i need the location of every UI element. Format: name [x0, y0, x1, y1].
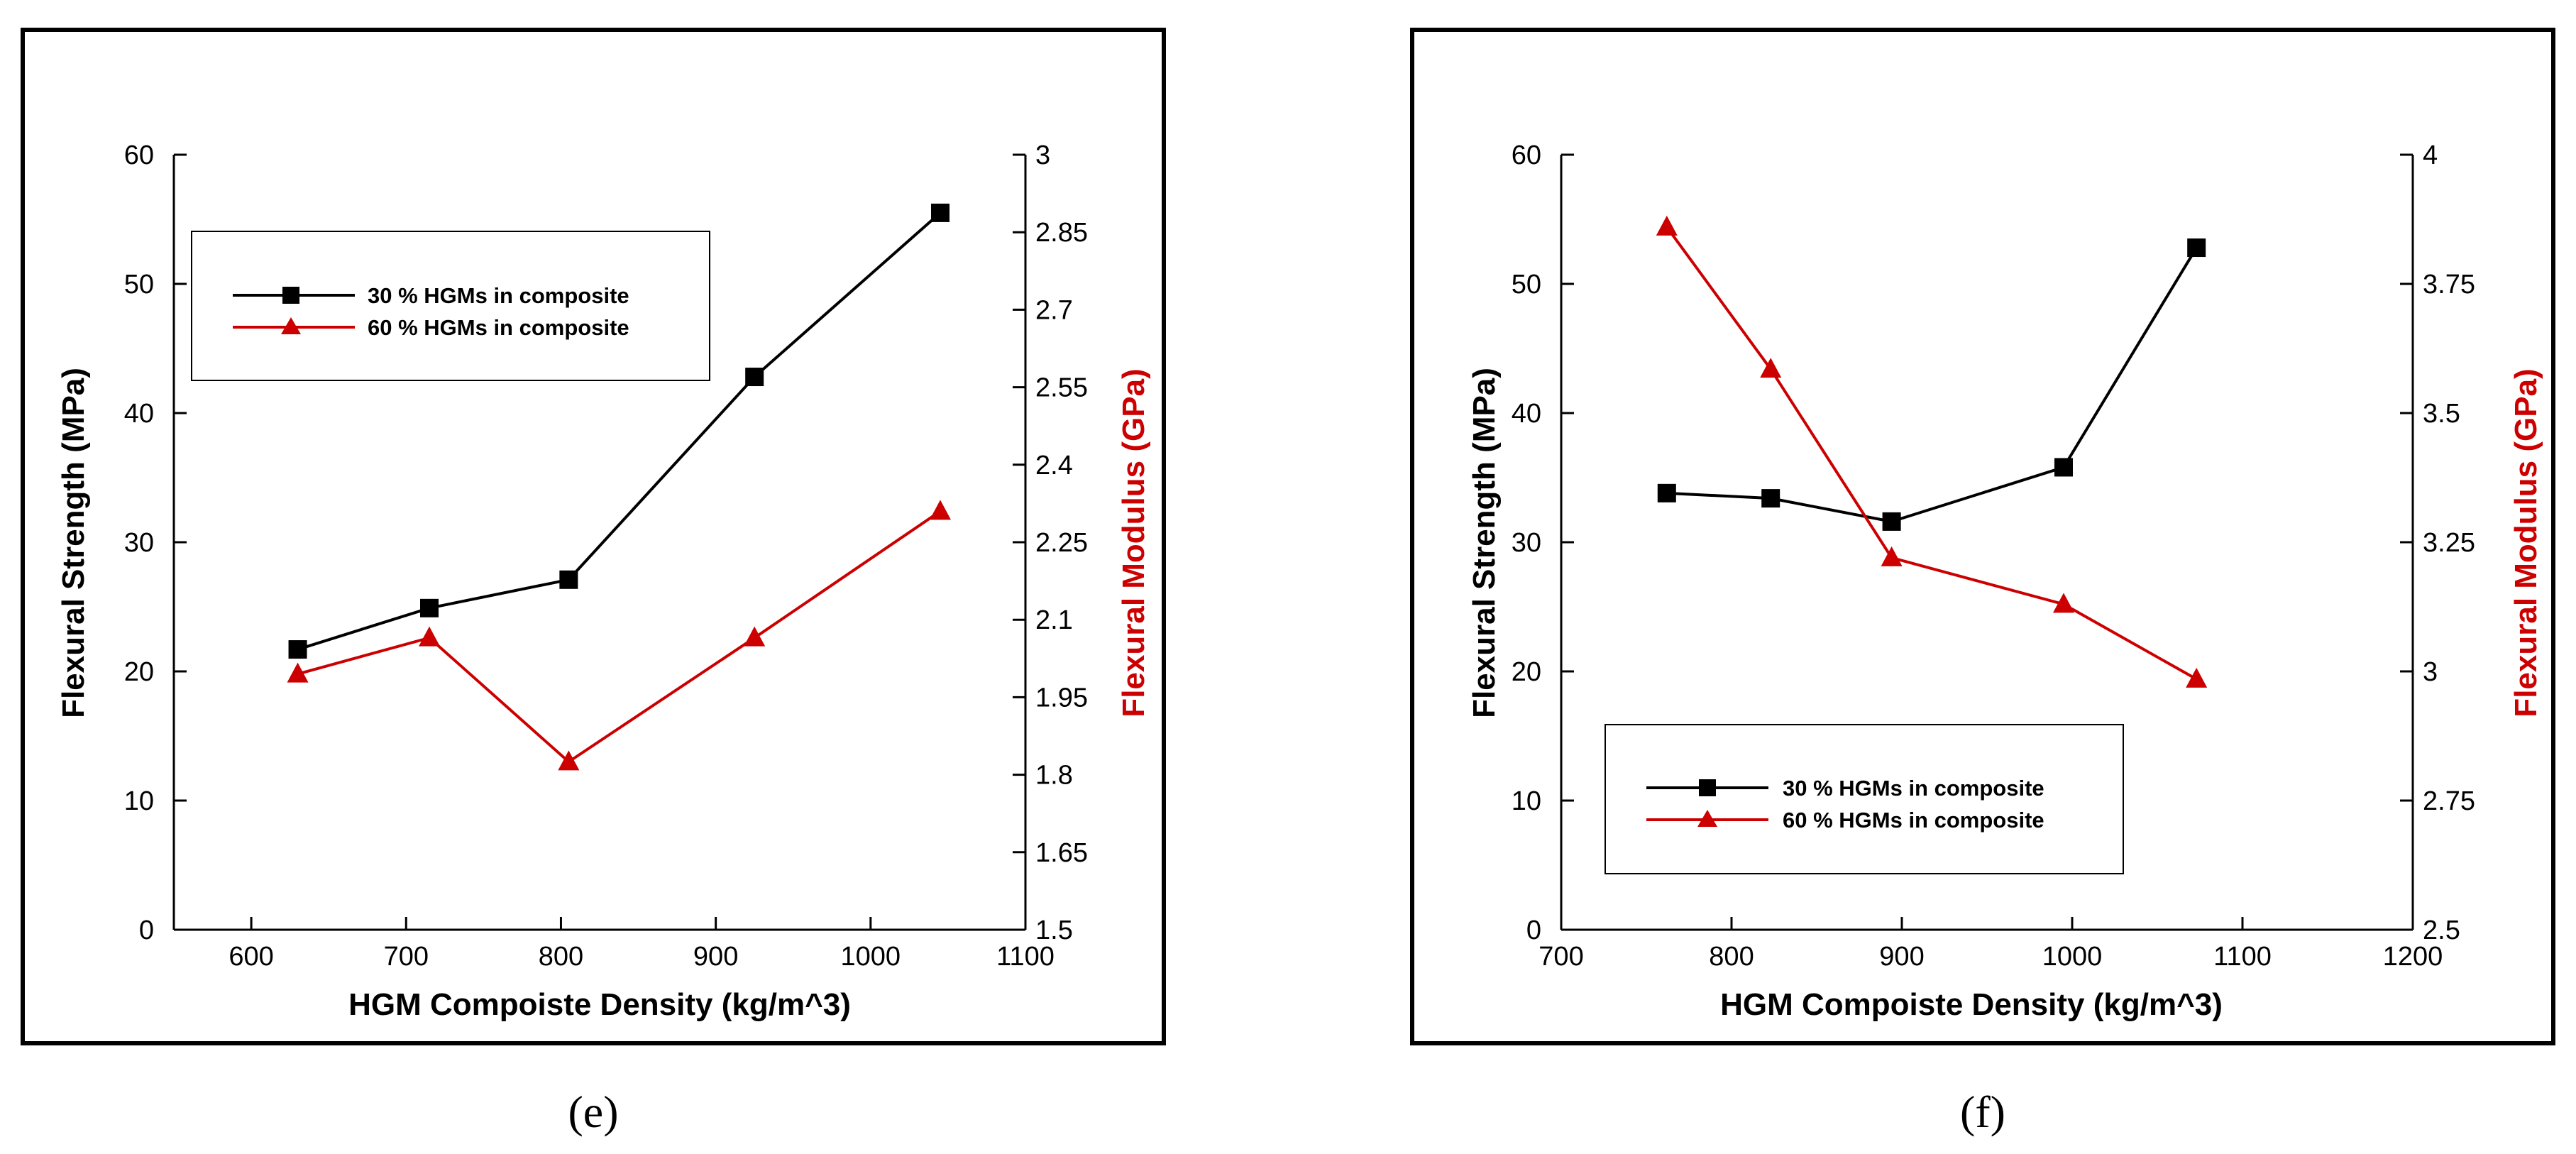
y2-tick-label: 1.5: [1035, 916, 1073, 945]
data-point-triangle: [2186, 667, 2208, 688]
data-point-square: [2054, 458, 2073, 477]
x-axis-title: HGM Compoiste Density (kg/m^3): [348, 987, 851, 1022]
y-tick-label: 20: [124, 657, 154, 687]
y2-axis-title: Flexural Modulus (GPa): [1116, 368, 1151, 717]
data-point-triangle: [744, 626, 766, 647]
panel-frame: [21, 28, 1166, 1045]
y2-tick-label: 1.95: [1035, 683, 1088, 713]
y2-tick-label: 1.65: [1035, 838, 1088, 868]
data-point-square: [559, 570, 578, 589]
legend-label-60pct: 60 % HGMs in composite: [368, 315, 629, 340]
x-tick-label: 900: [1879, 942, 1924, 972]
y-tick-label: 20: [1512, 657, 1541, 687]
legend-entry-60pct: 60 % HGMs in composite: [233, 315, 629, 340]
y2-tick-label: 1.8: [1035, 761, 1073, 791]
y-tick-label: 30: [124, 528, 154, 558]
y-tick-label: 10: [124, 786, 154, 816]
legend-label-60pct: 60 % HGMs in composite: [1783, 808, 2044, 832]
chart-panel-e: 600 700 800 900 1000 1100 0 10 20 30 40 50 60 1.5 1.65…: [21, 28, 1166, 1137]
x-tick-label: 1000: [841, 942, 901, 972]
legend-entry-60pct: 60 % HGMs in composite: [1646, 808, 2044, 832]
y-axis-title: Flexural Strength (MPa): [56, 368, 91, 718]
y2-tick-label: 2.85: [1035, 218, 1088, 248]
data-point-triangle: [287, 662, 309, 683]
y2-tick-label: 2.75: [2423, 786, 2475, 816]
data-point-triangle: [419, 626, 440, 647]
y-tick-label: 0: [139, 916, 154, 945]
y2-tick-label: 4: [2423, 141, 2438, 170]
y-tick-label: 60: [124, 141, 154, 170]
y2-tick-label: 2.1: [1035, 605, 1073, 635]
data-point-triangle: [558, 750, 580, 771]
y2-tick-label: 2.5: [2423, 916, 2460, 945]
legend-entry-30pct: 30 % HGMs in composite: [1646, 776, 2044, 801]
data-point-square: [931, 203, 950, 222]
y-tick-label: 40: [124, 399, 154, 429]
x-tick-label: 700: [384, 942, 429, 972]
data-point-triangle: [930, 500, 951, 520]
y2-tick-label: 3: [2423, 657, 2438, 687]
y-tick-label: 30: [1512, 528, 1541, 558]
data-point-square: [1882, 512, 1901, 531]
y2-tick-label: 3.5: [2423, 399, 2460, 429]
legend-box: [1605, 724, 2124, 874]
y-tick-label: 0: [1526, 916, 1541, 945]
data-point-square: [2187, 238, 2206, 258]
y2-tick-label: 3: [1035, 141, 1050, 170]
x-tick-label: 1200: [2383, 942, 2443, 972]
y2-axis-title: Flexural Modulus (GPa): [2509, 368, 2543, 717]
data-point-square: [288, 640, 307, 659]
x-tick-label: 700: [1539, 942, 1583, 972]
x-tick-label: 1100: [996, 942, 1055, 972]
panel-caption: (f): [1960, 1087, 2005, 1137]
data-point-square: [745, 368, 764, 387]
x-tick-label: 600: [229, 942, 273, 972]
y2-tick-label: 3.75: [2423, 270, 2475, 300]
y2-tick-label: 3.25: [2423, 528, 2475, 558]
y-tick-label: 40: [1512, 399, 1541, 429]
y-tick-label: 10: [1512, 786, 1541, 816]
legend-entry-30pct: 30 % HGMs in composite: [233, 283, 629, 308]
data-point-triangle: [2053, 593, 2074, 613]
x-axis-title: HGM Compoiste Density (kg/m^3): [1720, 987, 2223, 1022]
x-tick-label: 800: [539, 942, 583, 972]
y-axis-title: Flexural Strength (MPa): [1467, 368, 1502, 718]
data-point-triangle: [1656, 215, 1678, 236]
x-tick-label: 1100: [2213, 942, 2272, 972]
panel-caption: (e): [568, 1087, 618, 1137]
y-tick-label: 50: [1512, 270, 1541, 300]
legend-box: [191, 231, 710, 381]
legend-label-30pct: 30 % HGMs in composite: [1783, 776, 2044, 801]
y2-tick-label: 2.7: [1035, 295, 1073, 325]
x-tick-label: 900: [693, 942, 738, 972]
x-tick-label: 1000: [2042, 942, 2103, 972]
y2-tick-label: 2.4: [1035, 451, 1073, 480]
chart-panel-f: 700 800 900 1000 1100 1200 0 10 20 30 40 50 60 2.5 2.7…: [1410, 28, 2555, 1137]
data-point-triangle: [1760, 358, 1782, 378]
legend-label-30pct: 30 % HGMs in composite: [368, 283, 629, 308]
x-tick-label: 800: [1709, 942, 1754, 972]
y-tick-label: 50: [124, 270, 154, 300]
panel-frame: [1410, 28, 2555, 1045]
y-tick-label: 60: [1512, 141, 1541, 170]
data-point-square: [1761, 489, 1780, 508]
data-point-square: [1657, 483, 1676, 502]
y2-tick-label: 2.55: [1035, 373, 1088, 403]
data-point-triangle: [1881, 546, 1903, 566]
y2-tick-label: 2.25: [1035, 528, 1088, 558]
data-point-square: [420, 598, 439, 617]
